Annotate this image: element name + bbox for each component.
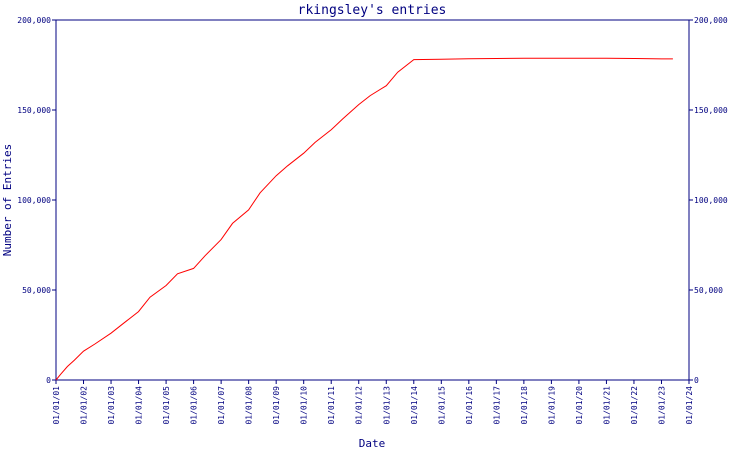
y-tick-label-left: 100,000 (17, 196, 51, 205)
x-tick-label: 01/01/02 (80, 386, 89, 425)
y-tick-label-left: 0 (46, 376, 51, 385)
y-axis-left: 0 50,000 100,000 150,000 200,000 (17, 16, 56, 385)
x-tick-label: 01/01/08 (245, 386, 254, 425)
x-axis-label: Date (359, 437, 386, 450)
x-tick-label: 01/01/09 (272, 386, 281, 425)
x-tick-label: 01/01/17 (492, 386, 501, 425)
x-tick-label: 01/01/20 (575, 386, 584, 425)
x-tick-label: 01/01/24 (685, 386, 694, 425)
y-tick-label-right: 200,000 (694, 16, 728, 25)
x-tick-label: 01/01/16 (465, 386, 474, 425)
series-layer (55, 57, 673, 381)
x-tick-label: 01/01/18 (520, 386, 529, 425)
y-tick-label-right: 150,000 (694, 106, 728, 115)
y-tick-label-left: 200,000 (17, 16, 51, 25)
x-tick-label: 01/01/13 (382, 386, 391, 425)
x-tick-label: 01/01/12 (355, 386, 364, 425)
x-tick-label: 01/01/10 (300, 386, 309, 425)
x-tick-label: 01/01/19 (547, 386, 556, 425)
series-line (55, 57, 673, 381)
chart-title: rkingsley's entries (298, 3, 447, 18)
x-tick-label: 01/01/15 (437, 386, 446, 425)
y-tick-label-right: 0 (694, 376, 699, 385)
x-tick-label: 01/01/14 (410, 386, 419, 425)
y-tick-label-left: 50,000 (22, 286, 51, 295)
y-axis-label: Number of Entries (1, 144, 14, 257)
y-axis-right: 0 50,000 100,000 150,000 200,000 (689, 16, 728, 385)
x-tick-label: 01/01/04 (135, 386, 144, 425)
y-tick-label-right: 50,000 (694, 286, 723, 295)
y-tick-label-right: 100,000 (694, 196, 728, 205)
x-tick-label: 01/01/05 (162, 386, 171, 425)
x-tick-label: 01/01/03 (107, 386, 116, 425)
y-tick-label-left: 150,000 (17, 106, 51, 115)
x-tick-label: 01/01/07 (217, 386, 226, 425)
x-tick-label: 01/01/22 (630, 386, 639, 425)
x-tick-label: 01/01/21 (602, 386, 611, 425)
x-tick-label: 01/01/06 (190, 386, 199, 425)
x-axis: 01/01/01 01/01/02 01/01/03 01/01/04 01/01/05… (52, 380, 694, 425)
x-tick-label: 01/01/11 (327, 386, 336, 425)
x-tick-label: 01/01/23 (657, 386, 666, 425)
x-tick-label: 01/01/01 (52, 386, 61, 425)
